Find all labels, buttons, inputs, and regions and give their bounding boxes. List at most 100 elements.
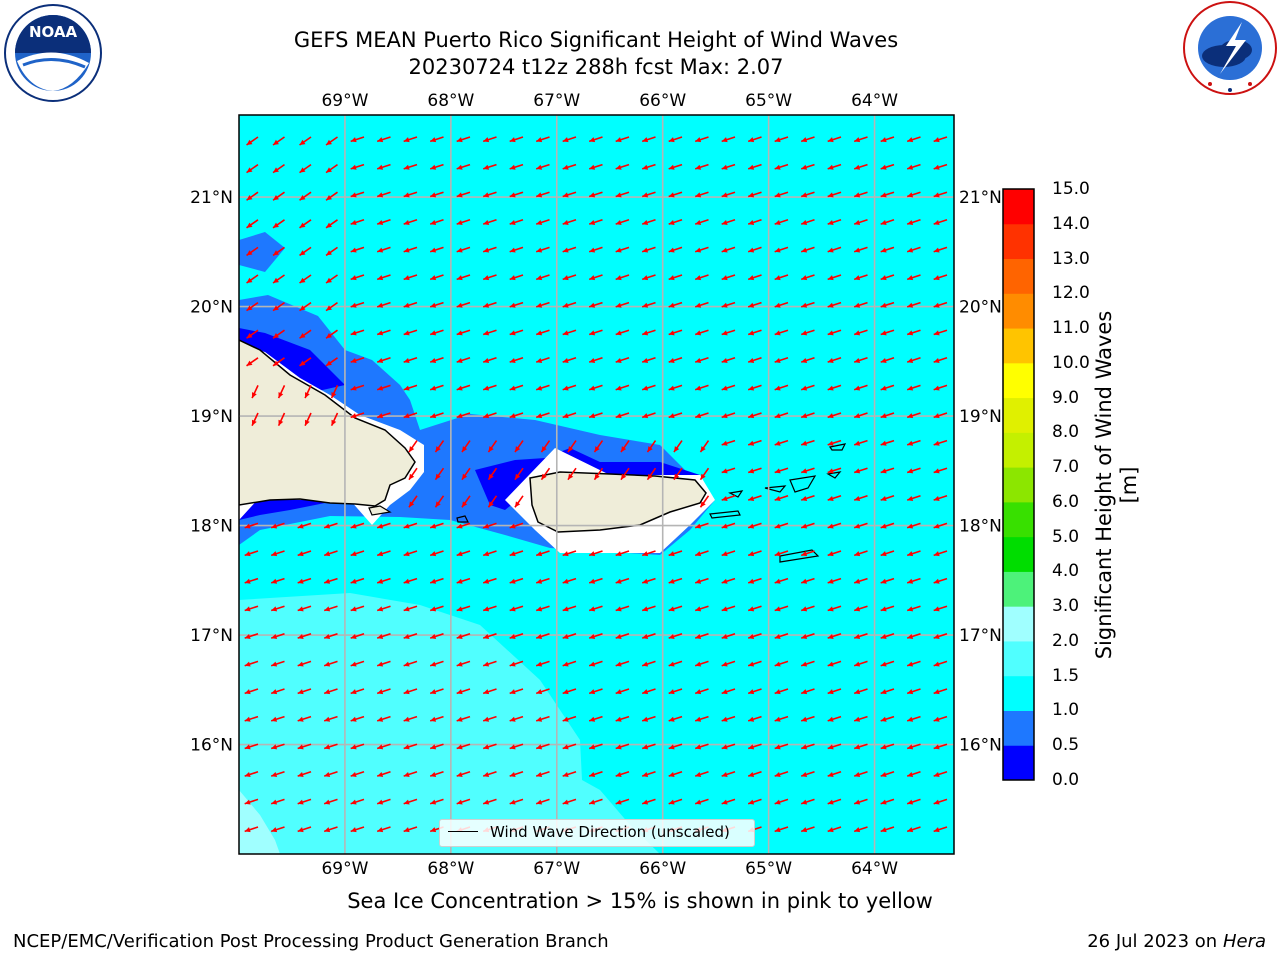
wave-direction-arrow <box>535 219 550 225</box>
wave-direction-arrow <box>721 495 736 501</box>
wave-direction-arrow <box>694 384 709 391</box>
colorbar-swatch <box>1003 397 1034 433</box>
wave-direction-arrow <box>668 715 683 722</box>
wave-direction-arrow <box>562 605 577 612</box>
wave-direction-arrow <box>509 743 524 750</box>
wave-direction-arrow <box>615 605 630 612</box>
wave-direction-arrow <box>774 274 789 281</box>
wave-direction-arrow <box>244 522 259 529</box>
wave-direction-arrow <box>456 798 471 805</box>
wave-direction-arrow <box>297 522 312 529</box>
wave-direction-arrow <box>588 274 603 281</box>
wave-direction-arrow <box>350 798 365 805</box>
wave-direction-arrow <box>588 550 603 557</box>
wave-direction-arrow <box>270 522 285 529</box>
wave-direction-arrow <box>514 495 524 508</box>
wave-direction-arrow <box>668 246 683 253</box>
wave-direction-arrow <box>699 495 710 508</box>
wave-direction-arrow <box>456 246 471 253</box>
wave-direction-arrow <box>482 633 497 639</box>
wave-direction-arrow <box>325 357 338 367</box>
chart-subtitle: 20230724 t12z 288h fcst Max: 2.07 <box>408 55 784 79</box>
wave-direction-arrow <box>246 136 259 146</box>
wave-direction-arrow <box>588 715 603 722</box>
wave-direction-arrow <box>456 743 471 750</box>
lon-tick-top: 64°W <box>851 91 898 111</box>
map-frame <box>238 114 955 855</box>
wave-direction-arrow <box>853 412 868 419</box>
wave-direction-arrow <box>933 715 948 722</box>
wave-direction-arrow <box>376 191 391 198</box>
colorbar-swatch <box>1003 606 1034 642</box>
wave-direction-arrow <box>299 329 312 339</box>
wave-direction-arrow <box>827 191 842 198</box>
wave-direction-arrow <box>668 163 683 170</box>
wave-direction-arrow <box>272 163 285 174</box>
wave-direction-arrow <box>509 605 524 612</box>
colorbar-title: Significant Height of Wind Waves [m] <box>1092 310 1141 660</box>
lon-tick-bottom: 65°W <box>745 859 792 879</box>
wave-direction-arrow <box>827 384 842 391</box>
wave-direction-arrow <box>641 301 656 308</box>
wave-direction-arrow <box>588 771 603 777</box>
wave-direction-arrow <box>535 633 550 639</box>
wave-direction-arrow <box>588 412 603 419</box>
wave-direction-arrow <box>535 384 550 391</box>
wave-direction-arrow <box>774 633 789 639</box>
wave-direction-arrow <box>429 715 444 722</box>
wave-direction-arrow <box>509 715 524 722</box>
wave-direction-arrow <box>376 357 391 363</box>
colorbar-swatch <box>1003 189 1034 225</box>
wave-direction-arrow <box>244 577 259 584</box>
wave-direction-arrow <box>403 329 418 336</box>
wave-direction-arrow <box>429 163 444 170</box>
wave-direction-arrow <box>906 522 921 529</box>
wave-direction-arrow <box>933 439 948 446</box>
wave-direction-arrow <box>906 633 921 639</box>
wave-direction-arrow <box>668 191 683 198</box>
wave-direction-arrow <box>270 577 285 584</box>
wave-direction-arrow <box>699 440 710 453</box>
wave-direction-arrow <box>456 771 471 777</box>
wave-direction-arrow <box>588 329 603 336</box>
wave-direction-arrow <box>350 357 365 363</box>
wave-direction-arrow <box>800 715 815 722</box>
lat-tick-right: 19°N <box>959 407 1002 427</box>
wave-direction-arrow <box>880 384 895 391</box>
wave-direction-arrow <box>509 771 524 777</box>
wave-direction-arrow <box>880 495 895 501</box>
wave-direction-arrow <box>906 439 921 446</box>
wave-direction-arrow <box>774 522 789 529</box>
lat-tick-right: 18°N <box>959 517 1002 537</box>
wave-direction-arrow <box>325 136 338 146</box>
wave-direction-arrow <box>588 633 603 639</box>
wave-direction-arrow <box>350 688 365 695</box>
wave-direction-arrow <box>535 660 550 667</box>
wave-direction-arrow <box>774 798 789 805</box>
wave-direction-arrow <box>880 771 895 777</box>
wave-direction-arrow <box>350 550 365 557</box>
wave-direction-arrow <box>774 384 789 391</box>
wave-direction-arrow <box>456 412 471 419</box>
wave-direction-arrow <box>699 467 710 481</box>
wave-direction-arrow <box>774 605 789 612</box>
wave-direction-arrow <box>535 301 550 308</box>
wave-direction-arrow <box>376 412 391 419</box>
wave-direction-arrow <box>535 715 550 722</box>
colorbar-swatch <box>1003 536 1034 572</box>
wave-direction-arrow <box>800 771 815 777</box>
wave-direction-arrow <box>774 191 789 198</box>
wave-direction-arrow <box>853 522 868 529</box>
wave-direction-arrow <box>853 798 868 805</box>
wave-direction-arrow <box>482 798 497 805</box>
wave-direction-arrow <box>880 329 895 336</box>
wave-direction-arrow <box>297 660 312 667</box>
wave-direction-arrow <box>853 219 868 225</box>
wave-direction-arrow <box>641 605 656 612</box>
wave-direction-arrow <box>615 191 630 198</box>
wave-direction-arrow <box>325 301 338 312</box>
wave-direction-arrow <box>906 357 921 363</box>
colorbar-tick-label: 5.0 <box>1052 526 1080 547</box>
wave-direction-arrow <box>514 467 524 481</box>
wave-direction-arrow <box>403 715 418 722</box>
